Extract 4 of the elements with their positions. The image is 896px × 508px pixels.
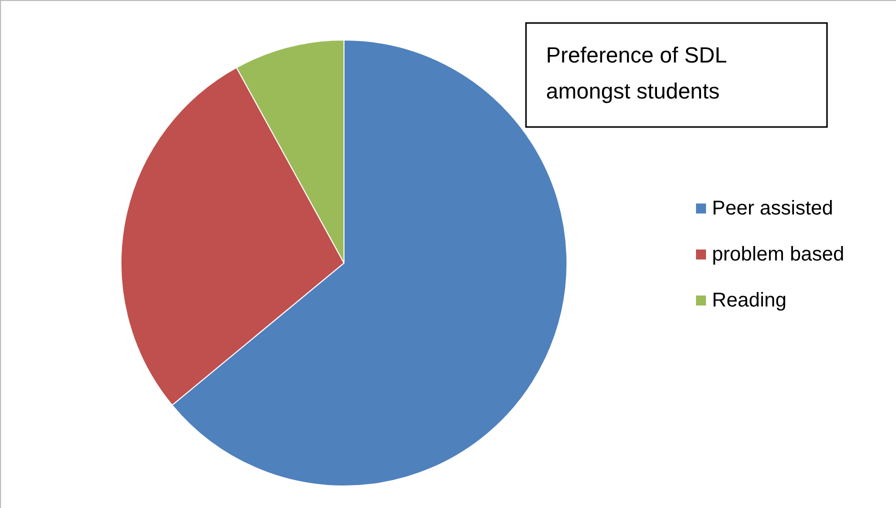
legend-label: Reading — [712, 290, 787, 312]
legend-label: problem based — [712, 244, 844, 266]
legend-label: Peer assisted — [712, 198, 834, 220]
text: Preference of SDL amongst students — [546, 42, 727, 104]
